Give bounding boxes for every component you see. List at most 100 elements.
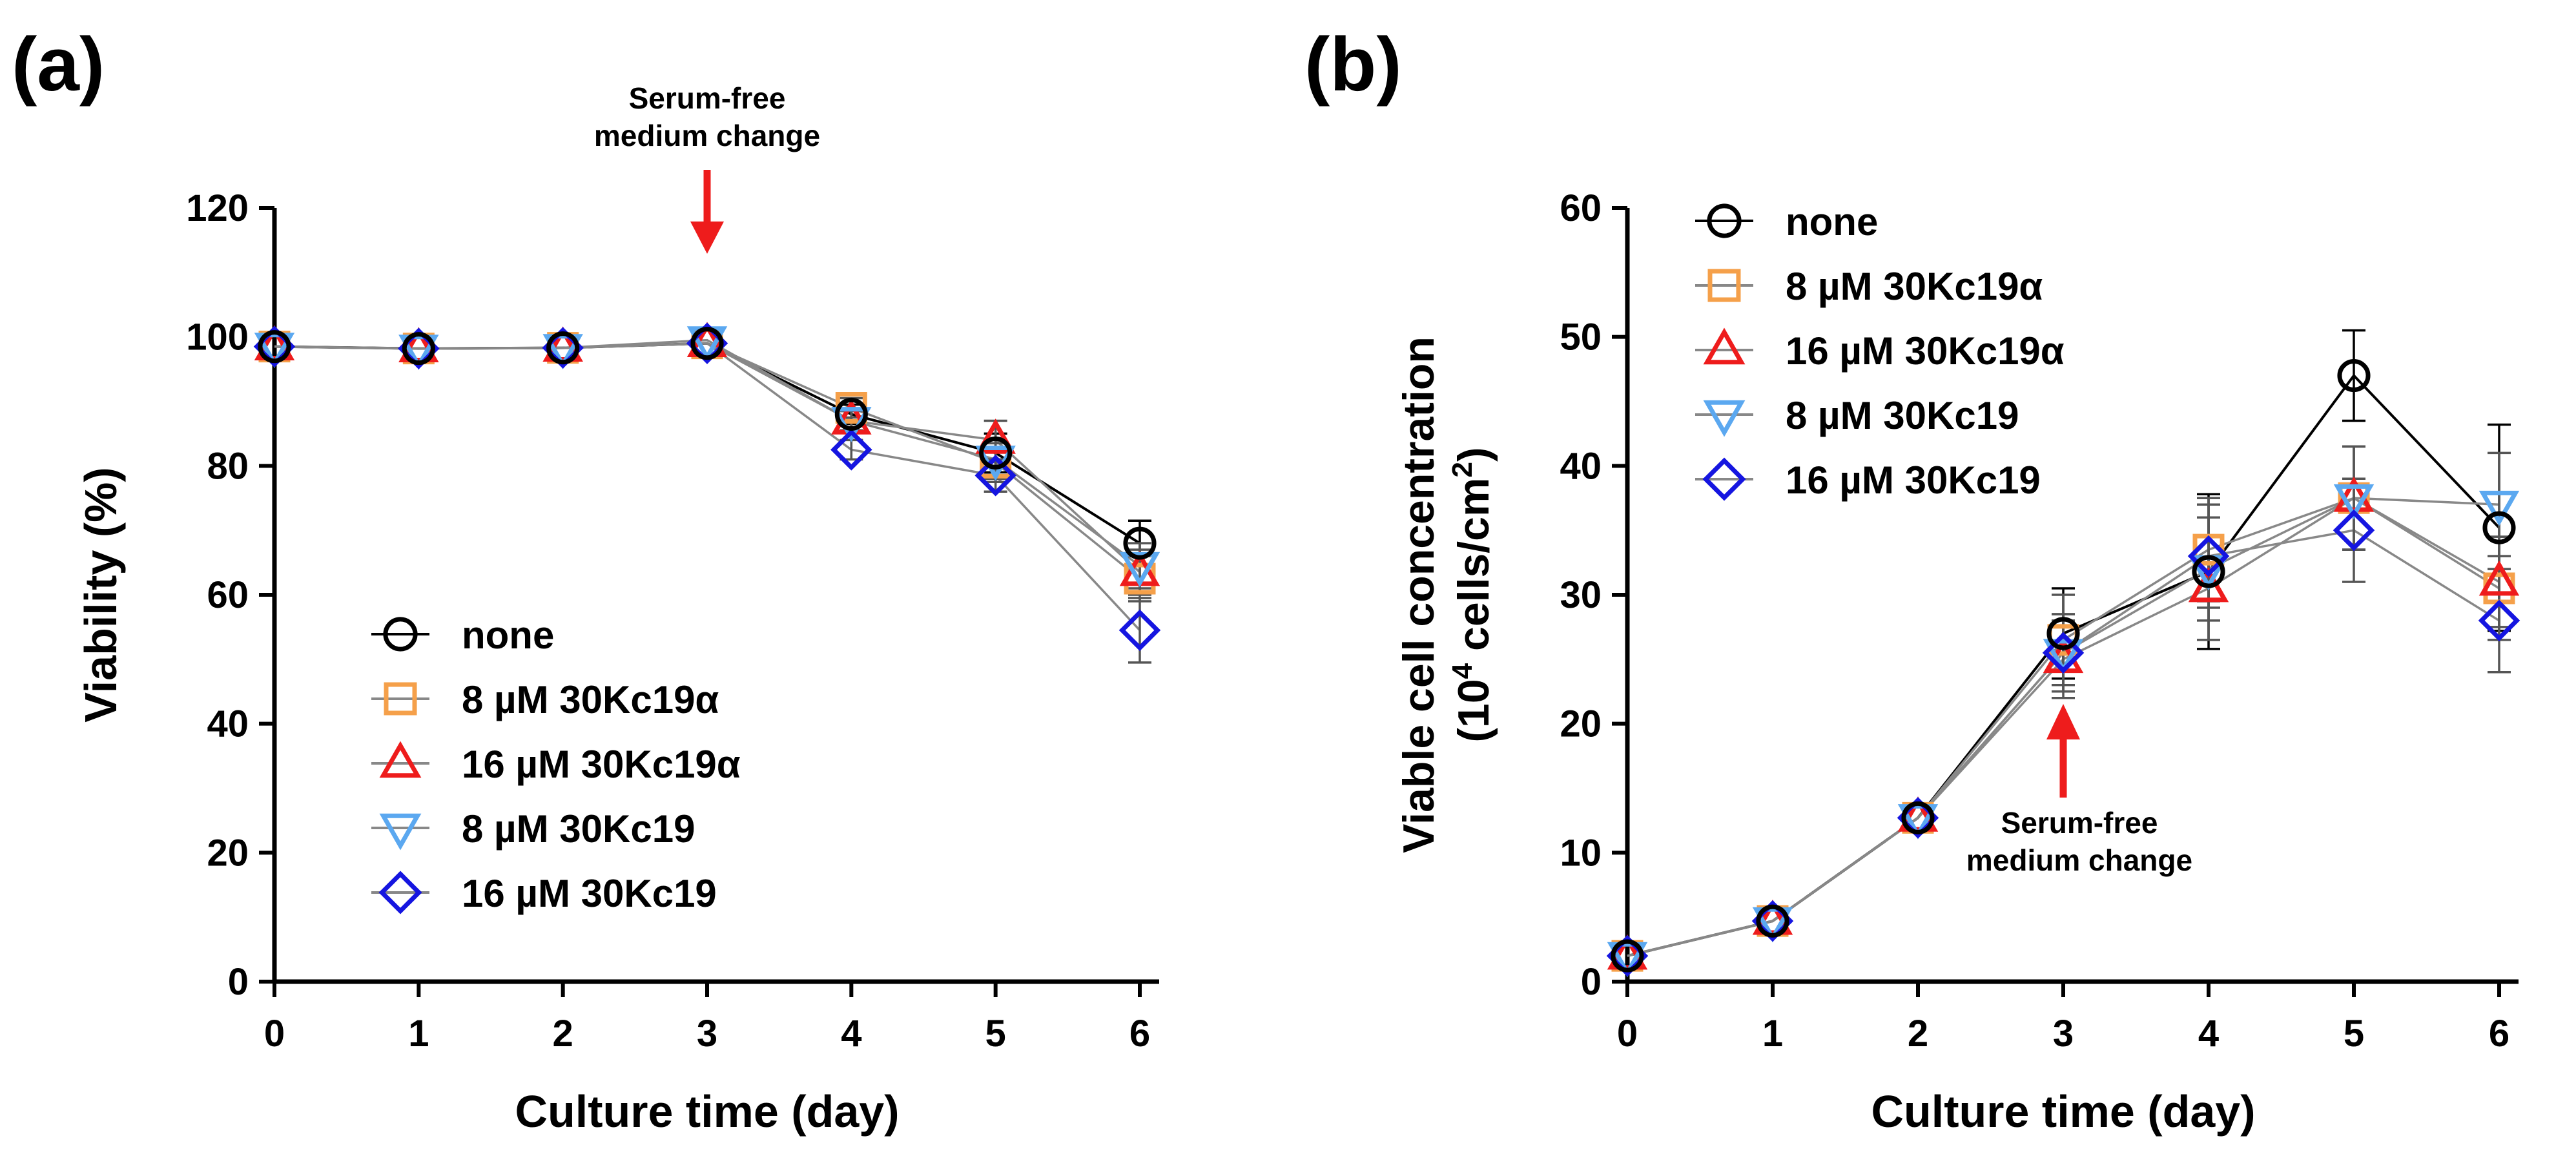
- data-point: [2046, 617, 2080, 650]
- data-point: [2042, 632, 2085, 674]
- data-point: [2333, 509, 2375, 552]
- x-tick-label: 2: [553, 1013, 573, 1055]
- legend-label: 16 µM 30Kc19: [1786, 459, 2041, 502]
- data-point: [1756, 904, 1789, 938]
- data-point: [2043, 639, 2084, 675]
- data-point: [1611, 939, 1644, 973]
- y-tick-label: 10: [1560, 832, 1602, 874]
- y-tick-label: 0: [1581, 961, 1602, 1003]
- y-axis-title-part: cells/cm: [1449, 478, 1498, 663]
- data-point: [2478, 490, 2520, 526]
- y-axis-title-part: (10: [1449, 679, 1498, 742]
- data-point: [1607, 942, 1648, 978]
- legend-marker: [1703, 327, 1746, 365]
- y-tick-label: 60: [207, 574, 249, 616]
- legend-marker: [379, 741, 422, 778]
- data-point: [1119, 552, 1160, 588]
- panel-label: (b): [1304, 22, 1402, 107]
- y-tick-label: 40: [207, 703, 249, 745]
- data-point: [1901, 801, 1935, 834]
- y-axis-title-line1: Viable cell concentration: [1394, 336, 1443, 853]
- data-point: [2192, 555, 2225, 588]
- data-point: [542, 326, 583, 362]
- annotation-arrow-head: [690, 222, 724, 254]
- data-point: [690, 327, 724, 360]
- x-tick-label: 5: [985, 1013, 1006, 1055]
- legend-marker: [1702, 457, 1746, 501]
- y-tick-label: 120: [186, 187, 249, 229]
- legend-label: 16 µM 30Kc19: [462, 872, 717, 915]
- data-point: [398, 327, 439, 362]
- legend-label: none: [1786, 200, 1878, 243]
- legend-label: 8 µM 30Kc19: [1786, 394, 2019, 437]
- data-point: [2478, 599, 2520, 642]
- data-point: [2337, 359, 2371, 393]
- data-point: [258, 330, 291, 364]
- data-point: [2333, 484, 2375, 520]
- legend-marker: [1707, 269, 1741, 302]
- series-line: [274, 342, 1141, 632]
- legend-marker: [383, 617, 418, 652]
- x-tick-label: 0: [264, 1013, 285, 1055]
- legend-marker: [379, 813, 422, 851]
- y-tick-label: 80: [207, 445, 249, 487]
- y-tick-label: 60: [1560, 187, 1602, 229]
- y-axis-title-part: ): [1449, 447, 1498, 462]
- y-axis-title-part: 2: [1447, 462, 1478, 477]
- data-point: [1752, 907, 1793, 943]
- data-point: [546, 331, 580, 365]
- data-point: [975, 418, 1016, 454]
- data-point: [402, 332, 435, 366]
- y-tick-label: 30: [1560, 574, 1602, 616]
- annotation-text-line2: medium change: [594, 119, 820, 152]
- y-tick-label: 40: [1560, 445, 1602, 487]
- data-point: [1752, 899, 1793, 935]
- legend-label: none: [462, 614, 554, 657]
- data-point: [254, 333, 295, 368]
- x-tick-label: 3: [2053, 1013, 2074, 1055]
- annotation-text-line1: Serum-free: [2001, 806, 2158, 840]
- legend-label: 8 µM 30Kc19: [462, 807, 695, 851]
- legend-marker: [384, 682, 417, 716]
- annotation-text-line1: Serum-free: [629, 81, 786, 115]
- x-tick-label: 2: [1908, 1013, 1928, 1055]
- y-tick-label: 50: [1560, 316, 1602, 358]
- x-tick-label: 4: [841, 1013, 861, 1055]
- y-axis-title-line2: (104 cells/cm2): [1447, 447, 1498, 742]
- y-tick-label: 20: [207, 832, 249, 874]
- data-point: [254, 325, 295, 360]
- data-point: [974, 455, 1016, 497]
- y-tick-label: 100: [186, 316, 249, 358]
- x-axis-title: Culture time (day): [1871, 1086, 2255, 1137]
- data-point: [830, 429, 872, 471]
- data-point: [398, 335, 439, 370]
- y-tick-label: 0: [228, 961, 249, 1003]
- x-tick-label: 3: [697, 1013, 717, 1055]
- data-point: [2478, 560, 2520, 596]
- annotation-text-line2: medium change: [1966, 843, 2192, 877]
- data-point: [542, 334, 583, 369]
- x-tick-label: 1: [1762, 1013, 1783, 1055]
- legend-marker: [1707, 203, 1742, 238]
- data-point: [1118, 609, 1161, 652]
- data-point: [1123, 526, 1157, 560]
- data-point: [2482, 511, 2516, 544]
- series-line: [274, 342, 1141, 544]
- x-tick-label: 0: [1617, 1013, 1638, 1055]
- legend-label: 8 µM 30Kc19α: [462, 678, 719, 721]
- legend-marker: [1703, 400, 1746, 437]
- x-tick-label: 6: [2489, 1013, 2509, 1055]
- legend-label: 16 µM 30Kc19α: [462, 743, 741, 786]
- data-point: [1897, 804, 1939, 840]
- y-tick-label: 20: [1560, 703, 1602, 745]
- legend-marker: [378, 871, 422, 914]
- data-point: [834, 397, 868, 431]
- data-point: [979, 436, 1013, 470]
- panel-label: (a): [12, 22, 105, 107]
- annotation-arrow-head: [2046, 704, 2080, 739]
- data-point: [1607, 934, 1648, 970]
- y-axis-title-part: 4: [1447, 663, 1478, 679]
